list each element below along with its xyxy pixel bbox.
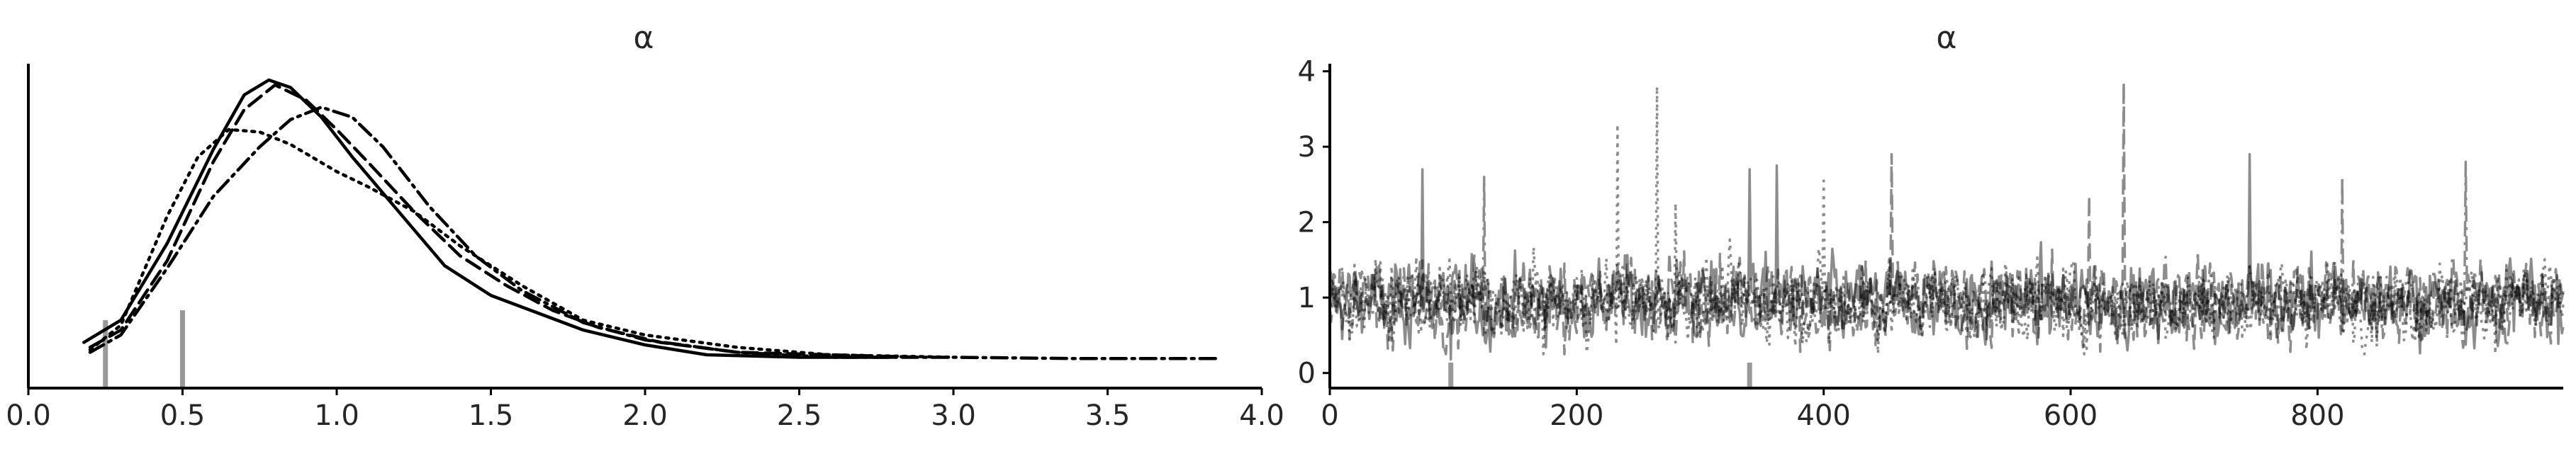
trace-x-tick-label: 600 (2044, 399, 2098, 432)
kde-x-tick-label: 2.5 (777, 399, 822, 432)
kde-x-tick-label: 0.5 (160, 399, 206, 432)
trace-y-tick-label: 1 (1298, 282, 1316, 314)
kde-x-tick-label: 3.5 (1085, 399, 1131, 432)
trace-y-tick-label: 0 (1298, 358, 1316, 390)
trace-rug (1448, 363, 1752, 388)
trace-x-tick-label: 200 (1550, 399, 1603, 432)
kde-x-tick-label: 4.0 (1239, 399, 1284, 432)
kde-series-dashdot (88, 106, 1218, 360)
trace-lines (1328, 81, 2565, 361)
kde-panel: α 0.0 0.5 1.0 1.5 2.0 2.5 3.0 3.5 4.0 (6, 20, 1284, 432)
trace-x-tick-label: 800 (2290, 399, 2344, 432)
kde-x-tick-label: 3.0 (931, 399, 976, 432)
trace-x-tick-label: 400 (1797, 399, 1851, 432)
trace-y-tick-label: 3 (1298, 131, 1316, 164)
trace-chain-dashed (1328, 81, 2565, 356)
kde-series-solid (82, 78, 894, 359)
trace-chain-dashdot (1328, 160, 2565, 353)
kde-x-tick-label: 2.0 (622, 399, 668, 432)
kde-x-ticks: 0.0 0.5 1.0 1.5 2.0 2.5 3.0 3.5 4.0 (6, 388, 1284, 432)
kde-x-tick-label: 1.5 (469, 399, 514, 432)
kde-x-tick-label: 0.0 (6, 399, 51, 432)
trace-title: α (1936, 20, 1956, 56)
trace-panel: α 0 200 400 600 800 0 1 2 3 4 (1298, 20, 2565, 432)
kde-title: α (633, 20, 654, 56)
kde-series-dotted (88, 127, 956, 359)
trace-y-ticks: 0 1 2 3 4 (1298, 56, 1330, 390)
kde-x-tick-label: 1.0 (314, 399, 359, 432)
trace-x-tick-label: 0 (1321, 399, 1338, 432)
trace-y-tick-label: 2 (1298, 207, 1316, 239)
trace-x-ticks: 0 200 400 600 800 (1321, 388, 2345, 432)
kde-lines (82, 78, 1218, 360)
kde-rug (103, 310, 185, 388)
trace-y-tick-label: 4 (1298, 56, 1316, 89)
trace-chain-solid (1328, 153, 2565, 361)
trace-chain-dotted (1328, 85, 2565, 356)
